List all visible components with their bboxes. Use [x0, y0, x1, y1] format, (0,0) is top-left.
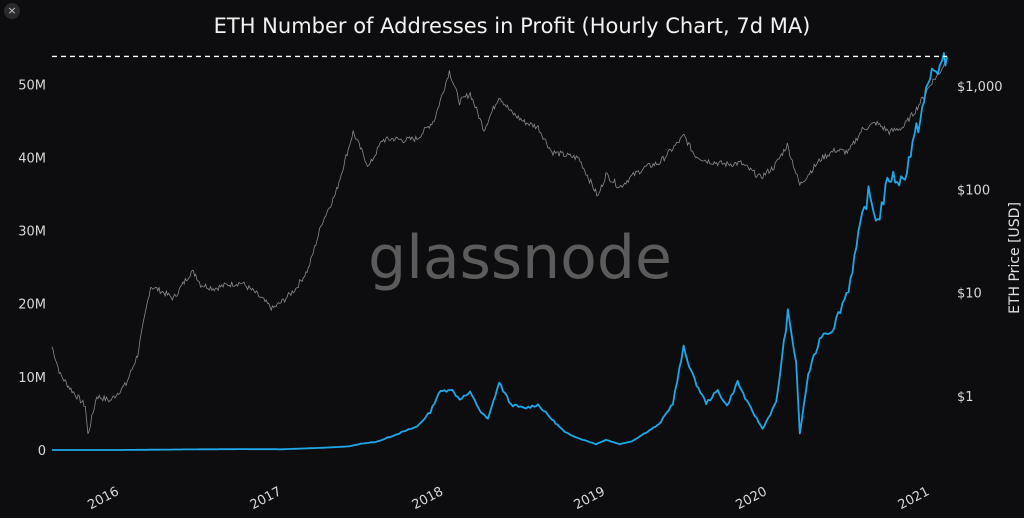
y-right-tick-label: $1,000: [957, 80, 1003, 95]
watermark-logo: glassnode: [368, 223, 672, 293]
addresses-in-profit-line: [52, 52, 948, 451]
x-tick-label: 2021: [896, 484, 932, 513]
y-left-tick-label: 0: [38, 444, 46, 459]
x-tick-label: 2018: [410, 484, 446, 513]
y-left-tick-label: 30M: [18, 225, 46, 240]
x-tick-label: 2019: [572, 484, 608, 513]
y-left-tick-label: 20M: [18, 298, 46, 313]
y-left-tick-label: 40M: [18, 151, 46, 166]
right-axis-label: ETH Price [USD]: [1007, 202, 1023, 314]
y-right-tick-label: $10: [957, 287, 982, 302]
chart-title: ETH Number of Addresses in Profit (Hourl…: [213, 14, 811, 38]
y-right-tick-label: $100: [957, 183, 990, 198]
y-left-tick-label: 10M: [18, 371, 46, 386]
eth-price-line: [51, 58, 948, 434]
close-icon[interactable]: ×: [4, 3, 20, 19]
y-right-tick-label: $1: [957, 390, 974, 405]
x-tick-label: 2020: [733, 484, 769, 513]
x-tick-label: 2017: [248, 484, 284, 513]
x-tick-label: 2016: [85, 484, 121, 513]
y-left-tick-label: 50M: [18, 78, 46, 93]
